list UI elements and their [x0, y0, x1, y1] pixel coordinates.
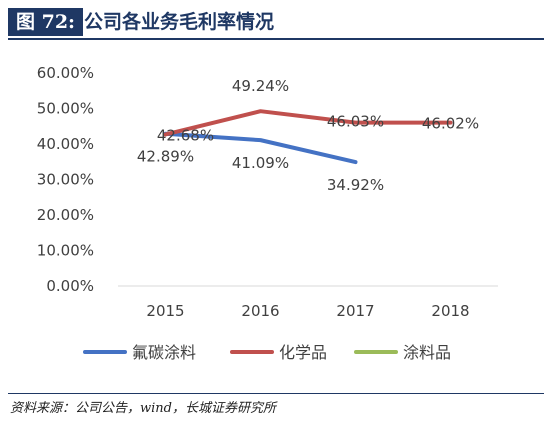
data-label: 49.24%: [232, 77, 289, 95]
data-label: 41.09%: [232, 154, 289, 172]
data-label: 42.68%: [157, 126, 214, 144]
y-tick-label: 50.00%: [37, 100, 94, 118]
footer-divider: [8, 393, 544, 394]
series-line-2: [163, 109, 453, 137]
y-tick-label: 0.00%: [46, 277, 94, 295]
y-tick-label: 60.00%: [37, 64, 94, 82]
y-tick-label: 10.00%: [37, 242, 94, 260]
legend-label: 涂料品: [403, 343, 451, 362]
data-label: 42.89%: [137, 148, 194, 166]
figure-title: 公司各业务毛利率情况: [84, 11, 275, 33]
data-label: 34.92%: [327, 176, 384, 194]
x-tick-label: 2016: [241, 302, 279, 320]
figure-header: 图 72: 公司各业务毛利率情况: [8, 8, 544, 40]
figure-label: 图 72:: [8, 8, 84, 36]
series-line-1: [163, 131, 358, 165]
legend-label: 化学品: [279, 343, 327, 362]
data-label: 46.03%: [327, 113, 384, 131]
legend-label: 氟碳涂料: [132, 343, 196, 362]
y-tick-label: 20.00%: [37, 206, 94, 224]
y-tick-label: 40.00%: [37, 135, 94, 153]
x-tick-label: 2018: [431, 302, 469, 320]
source-note: 资料来源：公司公告，wind，长城证券研究所: [10, 401, 276, 416]
line-chart: 0.00% 10.00% 20.00% 30.00% 40.00% 50.00% 60.00…: [37, 64, 498, 362]
y-tick-label: 30.00%: [37, 171, 94, 189]
data-label: 46.02%: [422, 115, 479, 133]
x-tick-label: 2015: [146, 302, 184, 320]
x-tick-label: 2017: [336, 302, 374, 320]
